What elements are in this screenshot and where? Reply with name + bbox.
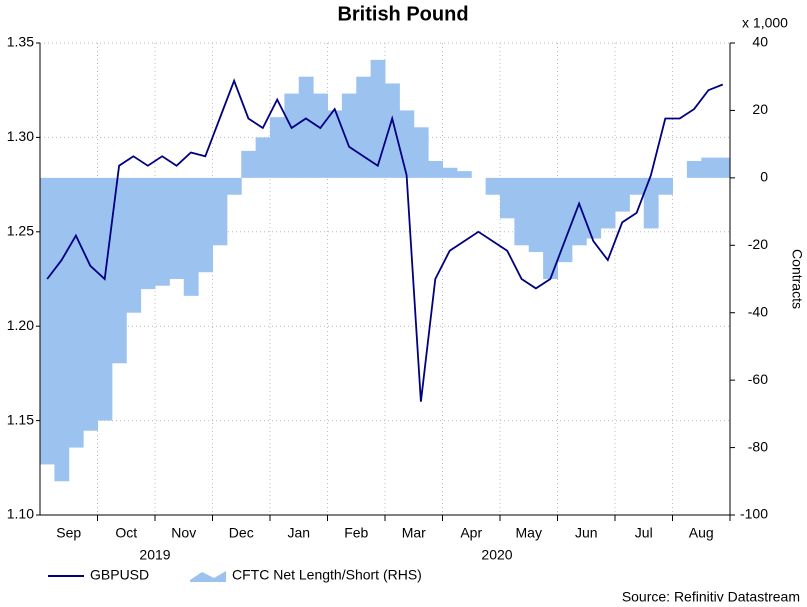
area-step	[428, 161, 443, 178]
area-step	[514, 177, 530, 246]
area-step	[54, 177, 70, 482]
x-tick-label: May	[516, 525, 542, 541]
x-tick-label: Oct	[115, 525, 137, 541]
y2-tick-label: -60	[748, 371, 768, 387]
line	[46, 78, 724, 402]
area-step	[643, 177, 659, 229]
y-tick-label: 1.35	[7, 34, 34, 50]
area-step	[686, 161, 702, 178]
y-tick-label: 1.25	[7, 223, 34, 239]
y-tick-label: 1.15	[7, 411, 34, 427]
area-step	[413, 127, 429, 178]
area-step	[385, 83, 400, 178]
y2-unit: x 1,000	[742, 15, 788, 31]
area-step	[658, 177, 673, 195]
area-step	[327, 110, 343, 178]
area-step	[571, 177, 587, 246]
y2-tick-label: -40	[748, 303, 768, 319]
x-tick-label: Jun	[575, 525, 598, 541]
area-step	[313, 93, 328, 178]
area-step	[629, 177, 645, 195]
legend-swatch	[190, 571, 226, 582]
chart-title: British Pound	[337, 3, 468, 25]
area-step	[284, 93, 300, 178]
area-step	[126, 177, 142, 313]
area-step	[543, 177, 558, 279]
y2-tick-label: 40	[752, 34, 768, 50]
x-tick-label: Sep	[56, 525, 81, 541]
area-step	[40, 177, 55, 465]
area-step	[528, 177, 544, 253]
x-tick-label: Apr	[460, 525, 482, 541]
y2-axis-label: Contracts	[789, 249, 805, 309]
area-step	[241, 150, 257, 178]
area-step	[370, 59, 386, 178]
x-tick-label: Dec	[229, 525, 254, 541]
y-tick-label: 1.30	[7, 128, 34, 144]
area-step	[442, 167, 458, 178]
area-step	[615, 177, 630, 212]
y2-tick-label: -80	[748, 438, 768, 454]
area-step	[169, 177, 185, 279]
y-tick-label: 1.20	[7, 317, 34, 333]
area-step	[715, 157, 731, 178]
area-step	[701, 157, 717, 178]
x-tick-label: Feb	[344, 525, 368, 541]
x-tick-label: Mar	[402, 525, 426, 541]
area-step	[68, 177, 84, 448]
x-tick-label: Jan	[287, 525, 310, 541]
area-step	[140, 177, 156, 290]
area-step	[586, 177, 602, 239]
area-step	[111, 177, 127, 364]
x-tick-label: Aug	[689, 525, 714, 541]
year-label: 2019	[139, 547, 170, 563]
area-step	[456, 171, 472, 178]
legend-label: GBPUSD	[90, 567, 149, 583]
area-step	[500, 177, 515, 219]
source: Source: Refinitiv Datastream	[622, 589, 800, 605]
area-step	[83, 177, 98, 431]
area-step	[600, 177, 616, 229]
x-tick-label: Nov	[171, 525, 196, 541]
y2-tick-label: 0	[760, 169, 768, 185]
area-step	[255, 137, 271, 178]
area-step	[557, 177, 573, 263]
area-step	[270, 117, 285, 178]
legend-label: CFTC Net Length/Short (RHS)	[232, 567, 422, 583]
year-label: 2020	[481, 547, 512, 563]
area-step	[155, 177, 170, 286]
area-step	[212, 177, 228, 246]
y2-tick-label: -20	[748, 236, 768, 252]
area-step	[97, 177, 113, 421]
area-step	[183, 177, 199, 296]
area-step	[485, 177, 501, 195]
x-tick-label: Jul	[635, 525, 653, 541]
area-step	[399, 110, 415, 178]
area-step	[298, 76, 314, 178]
y-tick-label: 1.10	[7, 506, 34, 522]
area-step	[198, 177, 213, 273]
area-step	[356, 76, 372, 178]
area-step	[226, 177, 242, 195]
y2-tick-label: -100	[740, 506, 768, 522]
y2-tick-label: 20	[752, 101, 768, 117]
area-step	[341, 93, 357, 178]
